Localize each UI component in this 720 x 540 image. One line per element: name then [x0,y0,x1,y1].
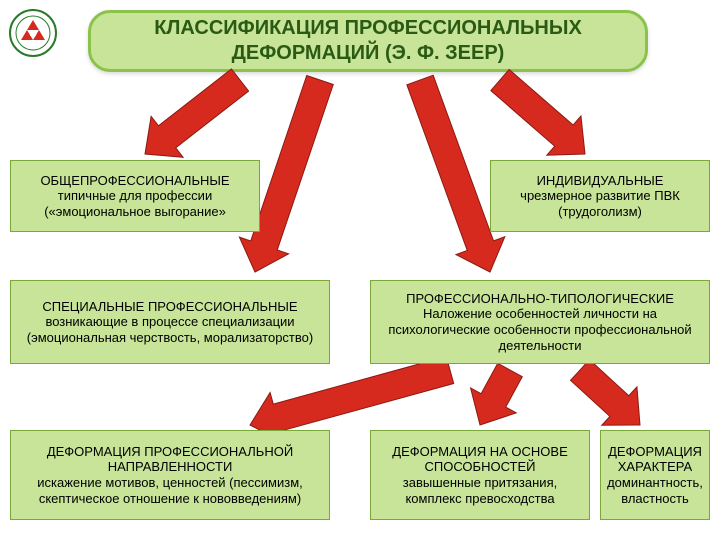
arrow-a1 [129,59,256,174]
arrow-a4 [483,60,602,173]
node-n6: ДЕФОРМАЦИЯ НА ОСНОВЕ СПОСОБНОСТЕЙзавышен… [370,430,590,520]
node-body: доминантность, властность [607,475,703,506]
node-heading: ОБЩЕПРОФЕССИОНАЛЬНЫЕ [40,173,229,189]
node-heading: СПЕЦИАЛЬНЫЕ ПРОФЕССИОНАЛЬНЫЕ [42,299,297,315]
node-n7: ДЕФОРМАЦИЯ ХАРАКТЕРАдоминантность, власт… [600,430,710,520]
node-body: завышенные притязания, комплекс превосхо… [377,475,583,506]
node-heading: ДЕФОРМАЦИЯ ПРОФЕССИОНАЛЬНОЙ НАПРАВЛЕННОС… [17,444,323,475]
node-body: искажение мотивов, ценностей (пессимизм,… [17,475,323,506]
node-n2: ИНДИВИДУАЛЬНЫЕчрезмерное развитие ПВК (т… [490,160,710,232]
node-heading: ПРОФЕССИОНАЛЬНО-ТИПОЛОГИЧЕСКИЕ [406,291,674,307]
title-line1: КЛАССИФИКАЦИЯ ПРОФЕССИОНАЛЬНЫХ [154,16,582,41]
title-line2: ДЕФОРМАЦИЙ (Э. Ф. ЗЕЕР) [232,41,505,66]
title-box: КЛАССИФИКАЦИЯ ПРОФЕССИОНАЛЬНЫХ ДЕФОРМАЦИ… [88,10,648,72]
node-body: возникающие в процессе специализации (эм… [17,314,323,345]
node-n4: ПРОФЕССИОНАЛЬНО-ТИПОЛОГИЧЕСКИЕНаложение … [370,280,710,364]
node-heading: ДЕФОРМАЦИЯ НА ОСНОВЕ СПОСОБНОСТЕЙ [377,444,583,475]
node-n1: ОБЩЕПРОФЕССИОНАЛЬНЫЕтипичные для професс… [10,160,260,232]
node-heading: ДЕФОРМАЦИЯ ХАРАКТЕРА [607,444,703,475]
node-body: типичные для профессии («эмоциональное в… [17,188,253,219]
logo-icon [8,8,58,58]
node-n5: ДЕФОРМАЦИЯ ПРОФЕССИОНАЛЬНОЙ НАПРАВЛЕННОС… [10,430,330,520]
arrow-a6 [457,358,533,438]
node-body: чрезмерное развитие ПВК (трудоголизм) [497,188,703,219]
node-heading: ИНДИВИДУАЛЬНЫЕ [537,173,664,189]
node-n3: СПЕЦИАЛЬНЫЕ ПРОФЕССИОНАЛЬНЫЕвозникающие … [10,280,330,364]
node-body: Наложение особенностей личности на психо… [377,306,703,353]
